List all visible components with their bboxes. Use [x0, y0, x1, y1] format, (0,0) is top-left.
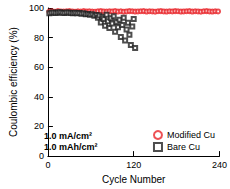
svg-text:100: 100 — [29, 3, 44, 13]
svg-text:80: 80 — [34, 33, 44, 43]
svg-text:Bare Cu: Bare Cu — [167, 142, 200, 152]
svg-text:Cycle Number: Cycle Number — [102, 174, 166, 185]
svg-text:0: 0 — [45, 160, 50, 170]
svg-text:20: 20 — [34, 121, 44, 131]
svg-text:120: 120 — [126, 160, 141, 170]
svg-text:60: 60 — [34, 62, 44, 72]
svg-text:0: 0 — [39, 151, 44, 161]
svg-text:240: 240 — [212, 160, 227, 170]
svg-text:Coulombic efficiency (%): Coulombic efficiency (%) — [8, 27, 19, 137]
svg-text:Modified Cu: Modified Cu — [167, 130, 215, 140]
svg-text:40: 40 — [34, 92, 44, 102]
svg-text:1.0 mAh/cm²: 1.0 mAh/cm² — [44, 142, 98, 152]
svg-text:1.0 mA/cm²: 1.0 mA/cm² — [44, 131, 92, 141]
